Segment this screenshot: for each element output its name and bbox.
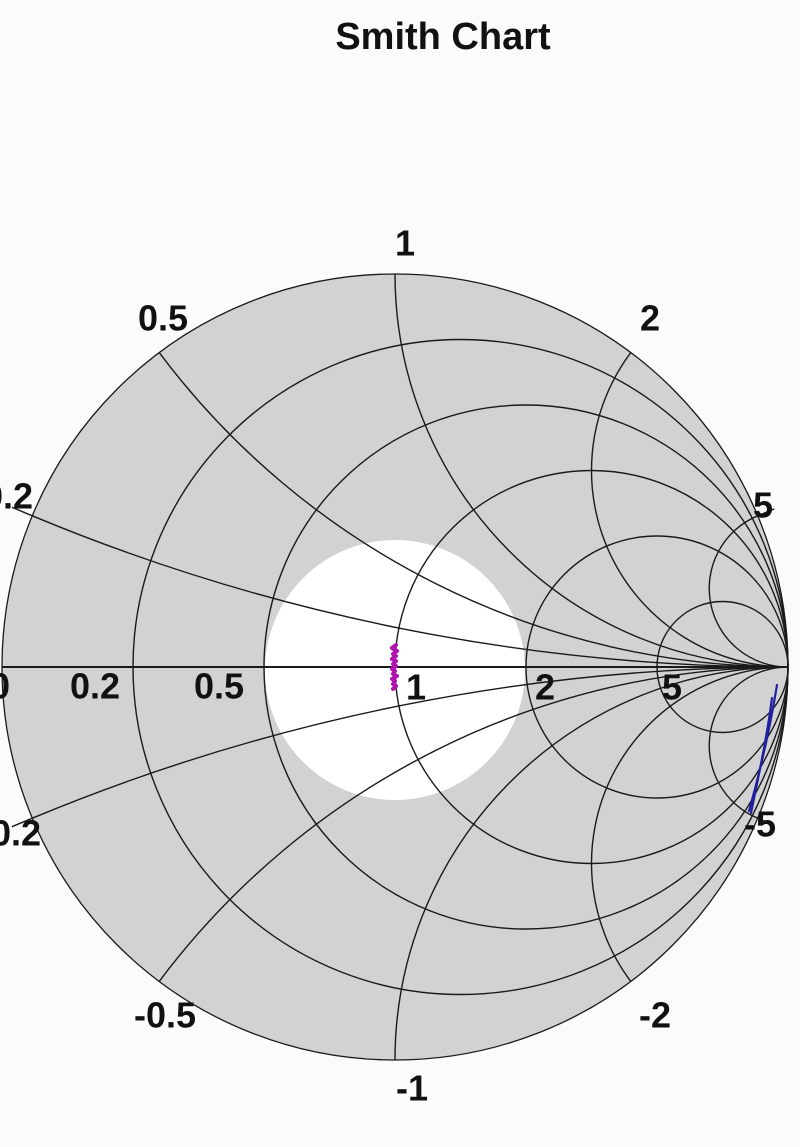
axis-tick-label: -0.2: [0, 813, 41, 854]
chart-title: Smith Chart: [335, 16, 551, 58]
reactance-arc: [708, 508, 789, 668]
axis-tick-label: 0.2: [70, 666, 120, 707]
reactance-arc: [590, 352, 789, 668]
reactance-arc: [158, 666, 789, 982]
axis-tick-label: 1: [406, 667, 426, 708]
reactance-arc: [11, 506, 789, 668]
reactance-arc: [394, 273, 789, 668]
reactance-arc: [708, 666, 789, 826]
axis-tick-label: -2: [639, 995, 671, 1036]
axis-tick-label: 5: [753, 485, 773, 526]
axis-tick-label: 2: [640, 298, 660, 339]
axis-tick-label: 5: [662, 667, 682, 708]
data-series-matched-point-cluster: [390, 643, 399, 691]
axis-tick-label: 0: [0, 666, 10, 707]
reactance-arc: [394, 666, 789, 1061]
data-series-edge-trace: [749, 696, 774, 815]
reactance-arc: [158, 352, 789, 668]
axis-tick-label: -0.5: [134, 995, 196, 1036]
axis-tick-label: 1: [395, 223, 415, 264]
axis-tick-label: 2: [535, 667, 555, 708]
reactance-arc: [590, 666, 789, 982]
axis-tick-label: 0.5: [138, 298, 188, 339]
axis-tick-label: 0.2: [0, 476, 33, 517]
axis-tick-label: 0.5: [194, 666, 244, 707]
reactance-arc: [11, 666, 789, 828]
axis-tick-label: -1: [396, 1068, 428, 1109]
